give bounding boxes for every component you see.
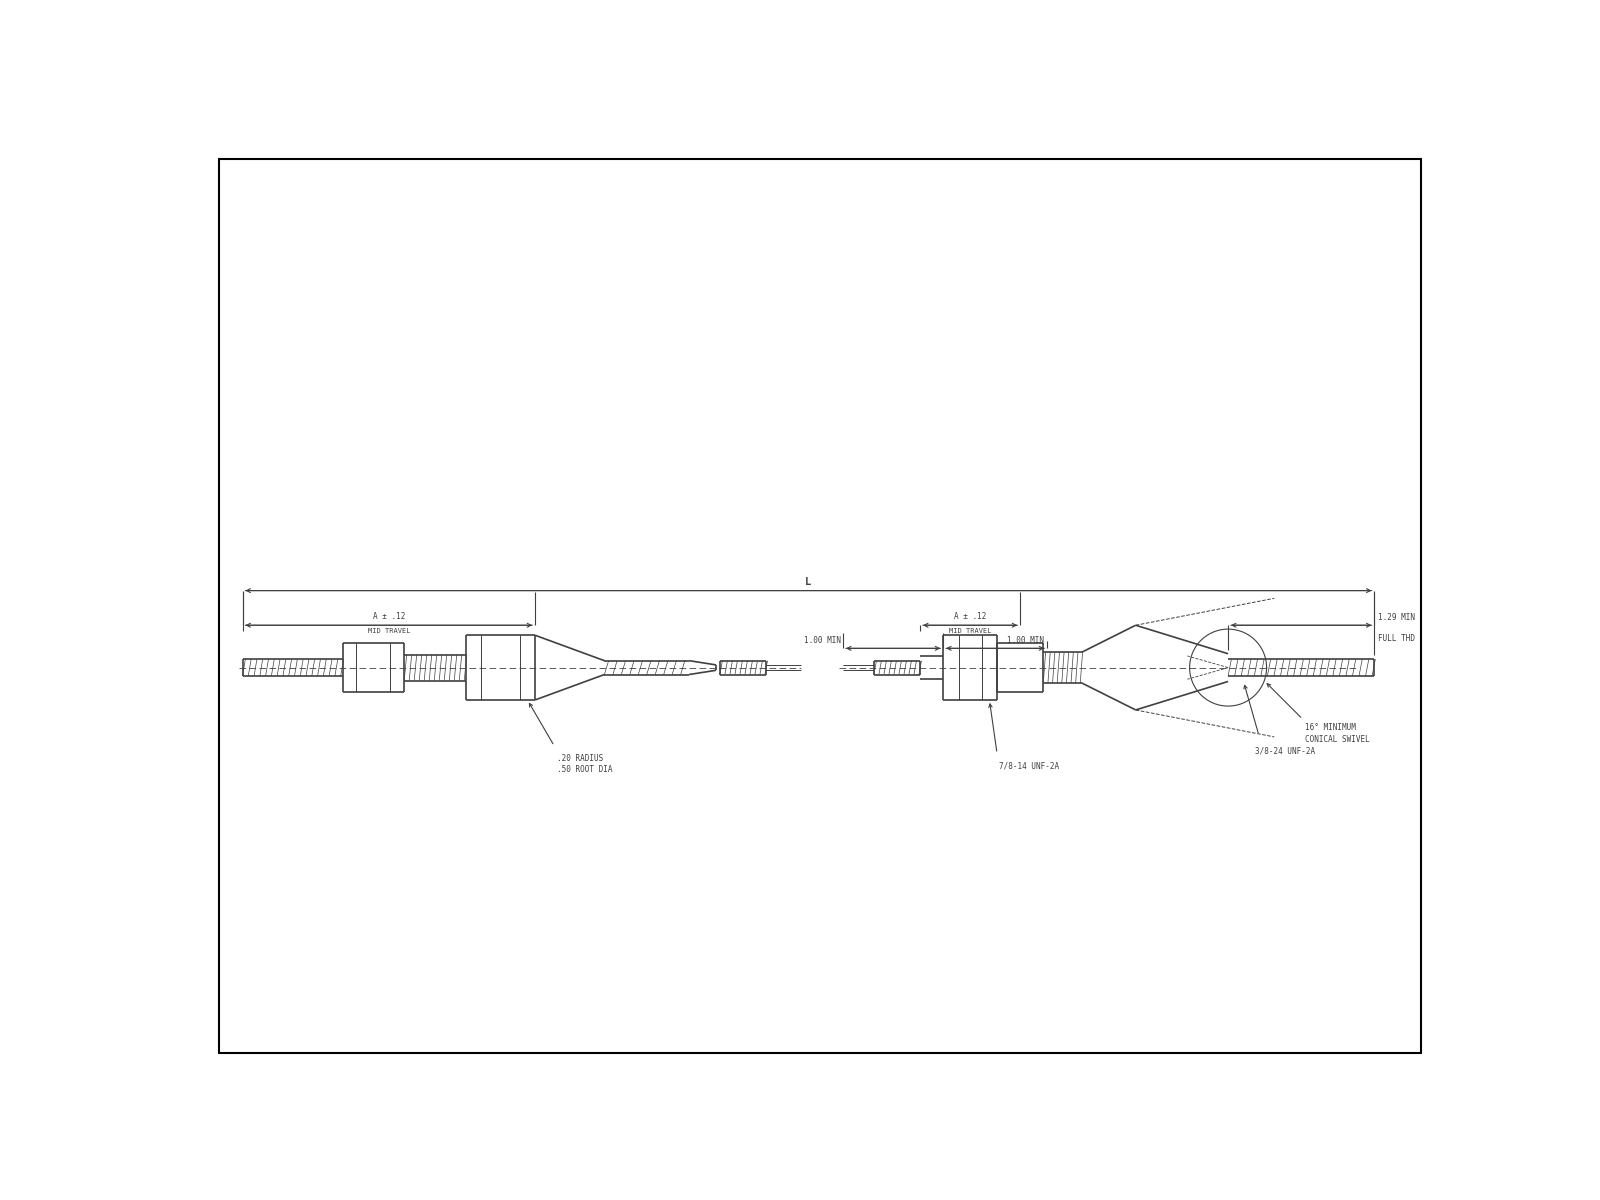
Text: 1.00 MIN: 1.00 MIN: [1006, 636, 1043, 646]
Text: 16° MINIMUM: 16° MINIMUM: [1306, 724, 1355, 732]
Text: .20 RADIUS: .20 RADIUS: [557, 754, 603, 763]
Text: FULL THD: FULL THD: [1378, 635, 1416, 643]
Text: MID TRAVEL: MID TRAVEL: [368, 628, 410, 634]
Text: A ± .12: A ± .12: [373, 612, 405, 622]
Text: 1.00 MIN: 1.00 MIN: [803, 636, 840, 646]
Text: .50 ROOT DIA: .50 ROOT DIA: [557, 766, 613, 774]
Text: 1.29 MIN: 1.29 MIN: [1378, 613, 1416, 622]
Text: MID TRAVEL: MID TRAVEL: [949, 628, 992, 634]
Text: CONICAL SWIVEL: CONICAL SWIVEL: [1306, 734, 1370, 744]
Text: 7/8-14 UNF-2A: 7/8-14 UNF-2A: [998, 762, 1059, 770]
Text: 3/8-24 UNF-2A: 3/8-24 UNF-2A: [1254, 746, 1315, 756]
Text: A ± .12: A ± .12: [954, 612, 986, 622]
Text: L: L: [805, 577, 811, 587]
